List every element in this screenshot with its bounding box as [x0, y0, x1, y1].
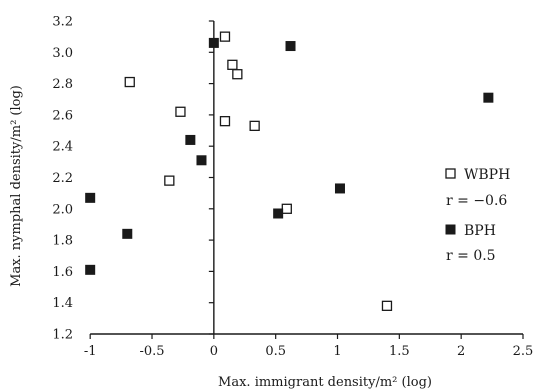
- x-axis-title: Max. immigrant density/m² (log): [218, 375, 432, 390]
- y-tick-label: 1.2: [52, 328, 73, 343]
- point-wbph: [250, 121, 259, 130]
- y-tick-label: 2.0: [52, 202, 73, 217]
- y-tick-label: 2.2: [52, 171, 73, 186]
- y-tick-label: 3.0: [52, 46, 73, 61]
- point-bph: [484, 93, 493, 102]
- point-bph: [286, 42, 295, 51]
- point-bph: [186, 135, 195, 144]
- legend-label-wbph: WBPH: [464, 167, 510, 183]
- point-wbph: [233, 70, 242, 79]
- point-wbph: [282, 204, 291, 213]
- y-tick-label: 3.2: [52, 15, 73, 30]
- point-bph: [197, 156, 206, 165]
- y-tick-label: 2.4: [52, 140, 73, 155]
- point-bph: [335, 184, 344, 193]
- y-tick-label: 1.6: [52, 265, 73, 280]
- x-tick-label: -1: [84, 344, 97, 359]
- x-tick-label: 2.5: [513, 344, 534, 359]
- legend-stat-wbph: r = −0.6: [446, 193, 507, 209]
- y-tick-label: 2.8: [52, 77, 73, 92]
- legend: WBPH r = −0.6 BPH r = 0.5: [446, 167, 510, 264]
- y-tick-label: 1.4: [52, 296, 73, 311]
- point-bph: [209, 38, 218, 47]
- point-wbph: [382, 301, 391, 310]
- y-axis-title: Max. nymphal density/m² (log): [9, 85, 24, 287]
- point-wbph: [220, 32, 229, 41]
- point-wbph: [165, 176, 174, 185]
- y-tick-label: 1.8: [52, 234, 73, 249]
- legend-stat-bph: r = 0.5: [446, 248, 496, 264]
- x-ticks: -1 -0.5 0 0.5 1 1.5 2 2.5: [84, 334, 533, 359]
- point-bph: [123, 229, 132, 238]
- x-tick-label: 1: [333, 344, 341, 359]
- x-tick-label: 0.5: [265, 344, 286, 359]
- axes: [90, 21, 523, 334]
- point-wbph: [125, 78, 134, 87]
- legend-label-bph: BPH: [464, 223, 496, 239]
- point-bph: [86, 265, 95, 274]
- x-tick-label: 0: [210, 344, 218, 359]
- data-points: [86, 32, 493, 310]
- legend-marker-wbph: [446, 169, 455, 178]
- legend-marker-bph: [446, 225, 455, 234]
- point-wbph: [228, 60, 237, 69]
- x-tick-label: 2: [457, 344, 465, 359]
- point-bph: [274, 209, 283, 218]
- x-tick-label: -0.5: [139, 344, 164, 359]
- y-tick-label: 2.6: [52, 108, 73, 123]
- point-wbph: [220, 117, 229, 126]
- point-bph: [86, 193, 95, 202]
- y-ticks: 1.2 1.4 1.6 1.8 2.0 2.2 2.4 2.6 2.8 3.0 3.2: [52, 15, 214, 343]
- point-wbph: [176, 107, 185, 116]
- x-tick-label: 1.5: [389, 344, 410, 359]
